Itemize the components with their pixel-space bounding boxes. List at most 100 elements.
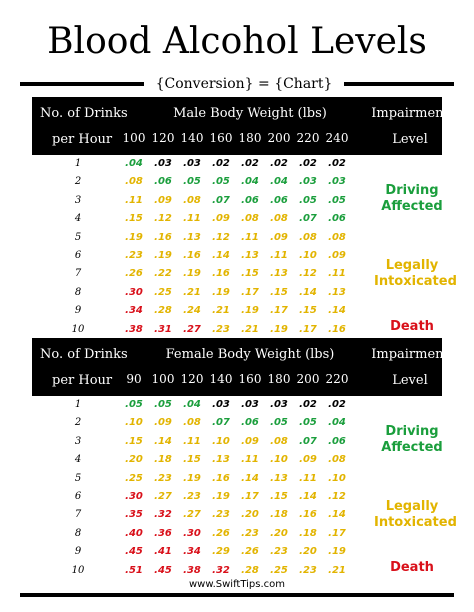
drinks-per-hour-cell: 10 [71, 564, 85, 576]
bac-value-cell: .38 [183, 564, 201, 576]
weight-column-header: 160 [209, 131, 233, 145]
drinks-per-hour-cell: 7 [74, 268, 82, 280]
bac-value-cell: .20 [299, 546, 317, 558]
weight-column-header: 120 [180, 372, 204, 386]
bac-value-cell: .25 [125, 472, 143, 484]
bac-value-cell: .25 [154, 286, 172, 298]
table-row: 3 .15 .14 .11 .10 .09 .08 .07 .06 [32, 433, 442, 451]
bac-value-cell: .04 [328, 417, 346, 429]
impairment-line-1: Death [390, 318, 434, 334]
bac-value-cell: .11 [241, 231, 259, 243]
bac-value-cell: .04 [125, 158, 143, 169]
bac-value-cell: .45 [154, 564, 172, 576]
impairment-line-2: Affected [381, 439, 443, 455]
bac-value-cell: .04 [183, 399, 201, 410]
bac-value-cell: .32 [212, 564, 230, 576]
bac-value-cell: .12 [299, 268, 317, 280]
drinks-per-hour-cell: 8 [74, 286, 82, 298]
bac-value-cell: .10 [270, 454, 288, 466]
drinks-per-hour-cell: 4 [74, 454, 82, 466]
bac-value-cell: .08 [183, 417, 201, 429]
subtitle-row: {Conversion} = {Chart} [20, 74, 454, 94]
bac-value-cell: .11 [328, 268, 346, 280]
footer-rule [20, 593, 454, 597]
bac-value-cell: .28 [241, 564, 259, 576]
footer-website[interactable]: www.SwiftTips.com [188, 579, 286, 590]
bac-value-cell: .23 [241, 527, 259, 539]
weight-column-header: 140 [209, 372, 233, 386]
bac-value-cell: .17 [241, 286, 259, 298]
bac-value-cell: .02 [299, 158, 317, 169]
body-weight-header: Male Body Weight (lbs) [173, 106, 327, 121]
bac-value-cell: .05 [299, 194, 317, 206]
bac-value-cell: .15 [299, 305, 317, 317]
bac-value-cell: .05 [183, 176, 201, 188]
table-row: 1 .05 .05 .04 .03 .03 .03 .02 .02 [32, 396, 442, 414]
bac-value-cell: .19 [212, 490, 230, 502]
bac-value-cell: .31 [154, 323, 172, 335]
bac-value-cell: .13 [212, 454, 230, 466]
bac-value-cell: .19 [241, 305, 259, 317]
bac-value-cell: .23 [212, 509, 230, 521]
bac-value-cell: .15 [183, 454, 201, 466]
bac-value-cell: .03 [270, 399, 288, 410]
drinks-per-hour-cell: 9 [74, 546, 82, 558]
bac-value-cell: .03 [212, 399, 230, 410]
bac-value-cell: .06 [154, 176, 172, 188]
bac-value-cell: .13 [328, 286, 346, 298]
drinks-per-hour-cell: 4 [74, 213, 82, 225]
driving-affected-label: Driving Affected [374, 183, 450, 215]
weight-column-header: 240 [325, 131, 349, 145]
bac-value-cell: .19 [125, 231, 143, 243]
bac-value-cell: .29 [212, 546, 230, 558]
bac-value-cell: .23 [299, 564, 317, 576]
bac-value-cell: .27 [183, 509, 201, 521]
bac-value-cell: .15 [125, 435, 143, 447]
bac-value-cell: .12 [328, 490, 346, 502]
drinks-per-hour-cell: 5 [74, 472, 82, 484]
bac-value-cell: .18 [299, 527, 317, 539]
drinks-per-hour-cell: 1 [74, 399, 82, 410]
bac-value-cell: .05 [299, 417, 317, 429]
bac-value-cell: .06 [328, 435, 346, 447]
per-hour-header: per Hour [52, 132, 113, 147]
bac-value-cell: .17 [270, 305, 288, 317]
impairment-line-2: Intoxicated [374, 274, 457, 290]
legally-intoxicated-label: Legally Intoxicated [374, 499, 457, 531]
impairment-line-2: Intoxicated [374, 515, 457, 531]
table-header: No. of Drinks per Hour Male Body Weight (l… [32, 97, 449, 155]
table-row: 4 .20 .18 .15 .13 .11 .10 .09 .08 [32, 451, 442, 469]
page-title: Blood Alcohol Levels [47, 21, 427, 62]
bac-value-cell: .03 [299, 176, 317, 188]
bac-value-cell: .15 [270, 286, 288, 298]
level-header: Level [392, 373, 428, 388]
bac-value-cell: .11 [125, 194, 143, 206]
bac-value-cell: .02 [270, 158, 288, 169]
bac-value-cell: .15 [241, 268, 259, 280]
bac-value-cell: .04 [270, 176, 288, 188]
drinks-per-hour-cell: 3 [74, 435, 82, 447]
impairment-header: Impairment [371, 347, 449, 362]
legally-intoxicated-label: Legally Intoxicated [374, 258, 457, 290]
drinks-per-hour-cell: 10 [71, 323, 85, 335]
bac-value-cell: .02 [328, 158, 346, 169]
table-row: 6 .23 .19 .16 .14 .13 .11 .10 .09 [32, 247, 442, 265]
bac-value-cell: .51 [125, 564, 143, 576]
bac-value-cell: .20 [241, 509, 259, 521]
bac-value-cell: .09 [241, 435, 259, 447]
impairment-line-2: Affected [381, 198, 443, 214]
bac-value-cell: .45 [125, 546, 143, 558]
bac-value-cell: .14 [328, 305, 346, 317]
weight-column-header: 120 [151, 131, 175, 145]
bac-value-cell: .18 [154, 454, 172, 466]
bac-value-cell: .07 [212, 194, 230, 206]
drinks-per-hour-cell: 8 [74, 527, 82, 539]
bac-value-cell: .19 [270, 323, 288, 335]
bac-value-cell: .27 [183, 323, 201, 335]
female-table: No. of Drinks per Hour Female Body Weight … [32, 338, 457, 580]
bac-value-cell: .16 [183, 249, 201, 261]
body-weight-header: Female Body Weight (lbs) [165, 347, 335, 362]
table-row: 3 .11 .09 .08 .07 .06 .06 .05 .05 [32, 192, 442, 210]
bac-value-cell: .02 [241, 158, 259, 169]
bac-value-cell: .14 [299, 286, 317, 298]
